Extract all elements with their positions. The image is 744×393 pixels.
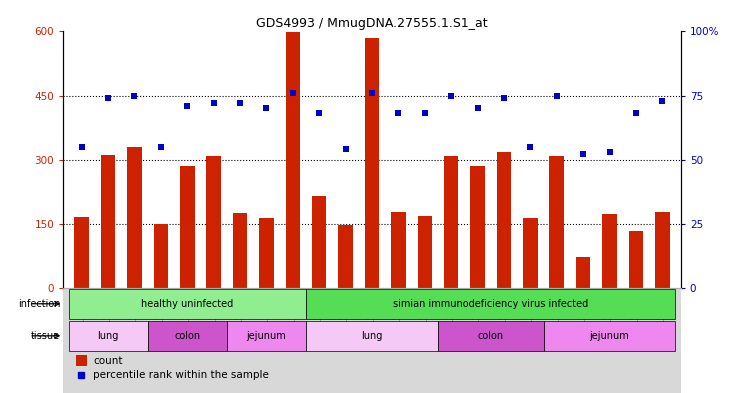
Bar — [153, 224, 168, 288]
Bar — [365, 38, 379, 288]
Bar — [101, 155, 115, 288]
Point — [129, 92, 141, 99]
Bar — [227, 321, 306, 351]
Text: jejunum: jejunum — [590, 331, 629, 341]
Text: colon: colon — [174, 331, 200, 341]
Bar — [602, 214, 617, 288]
Bar — [497, 152, 511, 288]
Bar — [68, 321, 148, 351]
Title: GDS4993 / MmugDNA.27555.1.S1_at: GDS4993 / MmugDNA.27555.1.S1_at — [256, 17, 488, 30]
Point — [260, 105, 272, 112]
Bar — [438, 321, 544, 351]
Text: lung: lung — [362, 331, 382, 341]
Bar — [180, 166, 194, 288]
Text: lung: lung — [97, 331, 119, 341]
Bar — [550, 156, 564, 288]
Text: count: count — [93, 356, 122, 365]
Bar — [233, 213, 247, 288]
Point — [102, 95, 114, 101]
Point — [392, 110, 404, 117]
Point — [182, 103, 193, 109]
Bar — [74, 217, 89, 288]
Text: infection: infection — [18, 299, 60, 309]
Text: percentile rank within the sample: percentile rank within the sample — [93, 370, 269, 380]
Bar — [544, 321, 676, 351]
Bar — [148, 321, 227, 351]
Point — [287, 90, 299, 96]
Point — [445, 92, 457, 99]
Bar — [339, 224, 353, 288]
Bar — [68, 289, 306, 319]
Bar — [127, 147, 142, 288]
Bar — [391, 212, 405, 288]
Point — [656, 97, 668, 104]
Point — [340, 146, 352, 152]
Bar — [206, 156, 221, 288]
Point — [525, 143, 536, 150]
Point — [208, 100, 219, 107]
Text: jejunum: jejunum — [246, 331, 286, 341]
Text: simian immunodeficiency virus infected: simian immunodeficiency virus infected — [393, 299, 589, 309]
Bar — [523, 218, 538, 288]
Point — [551, 92, 562, 99]
Point — [419, 110, 431, 117]
Point — [498, 95, 510, 101]
Text: tissue: tissue — [31, 331, 60, 341]
Point — [577, 151, 589, 158]
Point — [366, 90, 378, 96]
Bar — [306, 289, 676, 319]
Bar — [444, 156, 458, 288]
Point — [155, 143, 167, 150]
Point — [472, 105, 484, 112]
Point — [630, 110, 642, 117]
Bar — [76, 355, 87, 366]
Point — [76, 143, 88, 150]
Bar — [306, 321, 438, 351]
Bar — [417, 216, 432, 288]
Point — [313, 110, 325, 117]
Bar — [63, 288, 681, 393]
Text: healthy uninfected: healthy uninfected — [141, 299, 234, 309]
Bar — [470, 166, 485, 288]
Bar — [286, 32, 300, 288]
Point — [603, 149, 615, 155]
Bar — [259, 218, 274, 288]
Bar — [655, 212, 670, 288]
Point — [234, 100, 246, 107]
Bar — [629, 231, 643, 288]
Bar — [312, 196, 327, 288]
Text: colon: colon — [478, 331, 504, 341]
Bar — [576, 257, 591, 288]
